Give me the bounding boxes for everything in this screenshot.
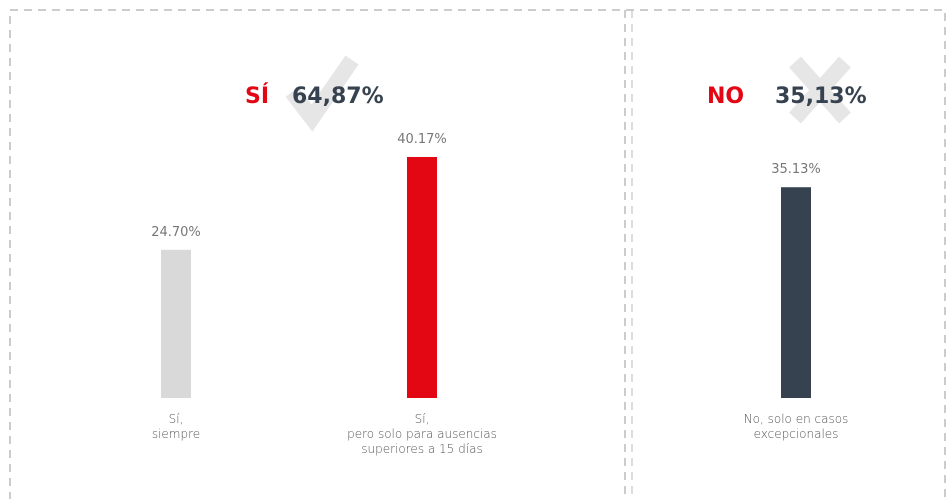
- bar: [161, 249, 191, 398]
- bar: [781, 187, 811, 398]
- group-total: 64,87%: [292, 84, 384, 109]
- frame: [9, 9, 946, 499]
- group-name: SÍ: [245, 83, 269, 109]
- category-label: Sí, siempre: [151, 412, 201, 441]
- category-label: Sí, pero solo para ausencias superiores …: [347, 412, 497, 456]
- value-label: 40.17%: [397, 132, 447, 147]
- group-total: 35,13%: [775, 84, 867, 109]
- group-name: NO: [707, 84, 744, 109]
- bar: [407, 156, 437, 398]
- value-label: 35.13%: [771, 162, 821, 177]
- category-label: No, solo en casos excepcionales: [743, 412, 849, 441]
- cross-icon: [789, 56, 851, 124]
- check-icon: [285, 55, 359, 132]
- value-label: 24.70%: [151, 225, 201, 240]
